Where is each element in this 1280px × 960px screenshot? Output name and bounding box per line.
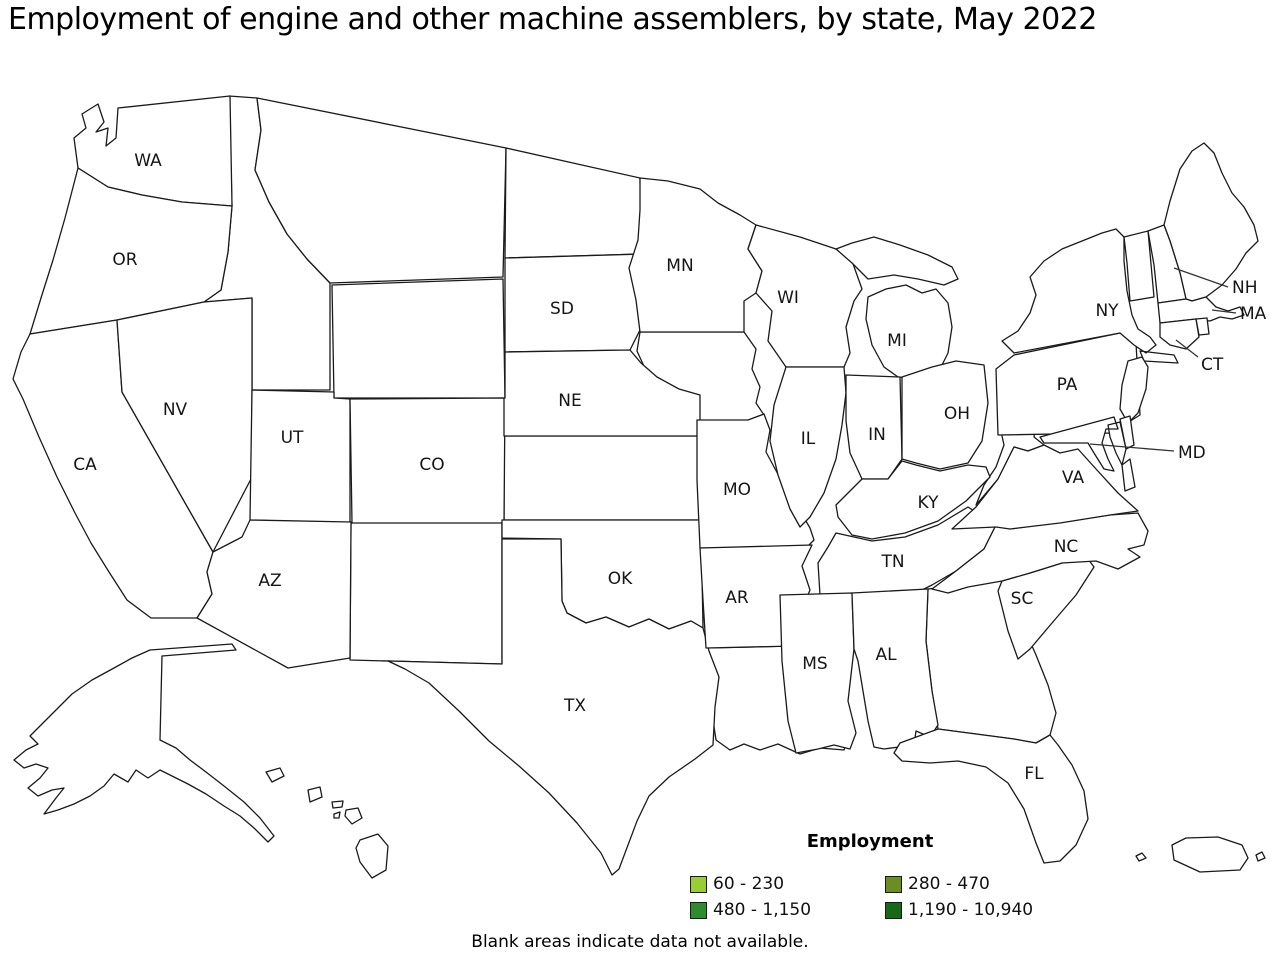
state-label-fl: FL (1024, 764, 1044, 784)
state-mt[interactable] (254, 97, 507, 284)
labels-layer: WA OR NV CA UT AZ CO NE SD MN TX OK AR MO MS AL TN KY IN IL… (73, 151, 1266, 784)
state-de[interactable] (1119, 415, 1135, 450)
state-label-sd: SD (550, 299, 574, 319)
state-label-md: MD (1178, 443, 1206, 463)
state-label-tx: TX (563, 696, 586, 716)
state-label-nh: NH (1232, 278, 1258, 298)
state-label-oh: OH (944, 404, 970, 424)
state-label-pa: PA (1057, 375, 1078, 395)
state-sd[interactable] (504, 253, 647, 353)
state-label-al: AL (875, 645, 897, 665)
state-nh[interactable] (1147, 224, 1187, 304)
state-label-ca: CA (73, 455, 97, 475)
state-label-ut: UT (281, 428, 304, 448)
states-layer (12, 95, 1266, 879)
state-label-mo: MO (723, 480, 751, 500)
state-mn[interactable] (628, 177, 763, 333)
state-al[interactable] (851, 588, 939, 750)
state-label-ok: OK (608, 569, 633, 589)
state-mi[interactable] (835, 236, 959, 380)
state-label-in: IN (868, 425, 886, 445)
state-nd[interactable] (504, 147, 643, 259)
state-label-ne: NE (558, 391, 581, 411)
callout-line-md (1089, 443, 1175, 452)
state-oh[interactable] (901, 360, 989, 470)
state-va[interactable] (951, 444, 1139, 530)
state-fl[interactable] (893, 728, 1089, 864)
state-label-nc: NC (1054, 537, 1079, 557)
state-vt[interactable] (1123, 230, 1155, 302)
state-label-ny: NY (1095, 301, 1119, 321)
state-label-co: CO (419, 455, 444, 475)
state-label-or: OR (112, 250, 137, 270)
state-label-az: AZ (258, 571, 281, 591)
state-label-ms: MS (802, 654, 827, 674)
state-nm[interactable] (349, 521, 503, 665)
state-label-il: IL (801, 429, 816, 449)
state-label-va: VA (1062, 468, 1085, 488)
state-label-ma: MA (1240, 304, 1267, 324)
state-hi[interactable] (265, 767, 389, 879)
state-nj[interactable] (1119, 356, 1149, 424)
page-title: Employment of engine and other machine a… (8, 2, 1097, 37)
state-az[interactable] (196, 519, 352, 669)
callouts-layer (1089, 267, 1237, 452)
state-ky[interactable] (835, 460, 991, 540)
callout-line-nh (1173, 267, 1229, 288)
state-label-mi: MI (887, 331, 907, 351)
state-label-wa: WA (134, 151, 162, 171)
state-ak[interactable] (13, 643, 275, 843)
state-ne[interactable] (503, 349, 701, 437)
callout-line-ma (1211, 309, 1237, 314)
state-pa[interactable] (995, 332, 1141, 436)
state-tx[interactable] (387, 538, 720, 876)
map-footnote: Blank areas indicate data not available. (471, 932, 809, 952)
state-ri[interactable] (1195, 317, 1210, 336)
callout-line-ct (1175, 339, 1199, 358)
state-label-ar: AR (725, 588, 749, 608)
state-wy[interactable] (331, 278, 506, 399)
state-label-wi: WI (777, 288, 799, 308)
state-pr[interactable] (1135, 836, 1266, 873)
state-ct[interactable] (1159, 318, 1200, 350)
state-or[interactable] (29, 167, 233, 335)
state-label-ct: CT (1201, 355, 1224, 375)
state-label-nv: NV (163, 400, 188, 420)
state-label-ky: KY (918, 493, 940, 513)
state-ut[interactable] (249, 389, 351, 524)
state-ks[interactable] (503, 435, 703, 521)
state-label-mn: MN (666, 256, 693, 276)
state-label-sc: SC (1011, 589, 1034, 609)
state-label-tn: TN (880, 552, 904, 572)
